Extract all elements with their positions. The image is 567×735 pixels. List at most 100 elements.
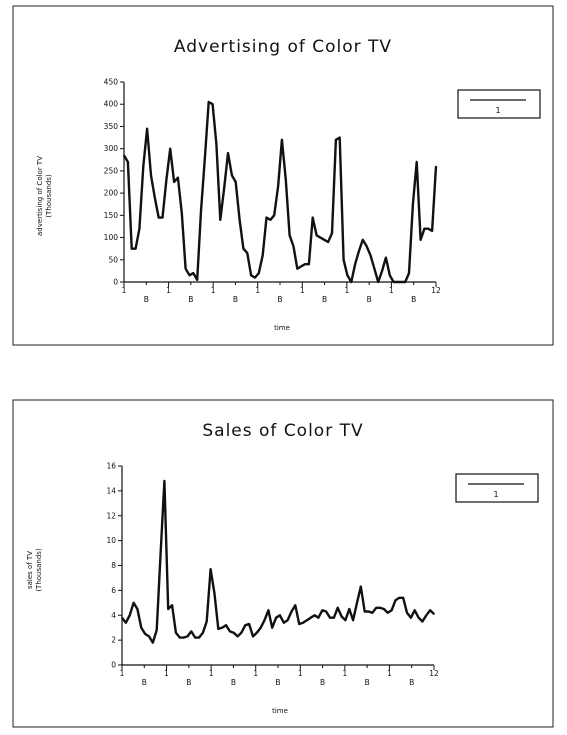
sales-data-point <box>125 621 127 624</box>
sales-data-point <box>205 620 208 623</box>
sales-x-tick-label: B <box>275 678 280 687</box>
sales-y-ticks: 0 2 4 6 8 10 12 14 16 <box>106 462 122 670</box>
advertising-data-point <box>192 272 195 274</box>
advertising-data-point <box>323 239 326 241</box>
sales-data-point <box>128 614 131 617</box>
advertising-x-tick-label: 1 <box>344 286 349 295</box>
sales-data-point <box>413 609 416 612</box>
advertising-y-tick-label: 250 <box>104 166 119 175</box>
sales-x-tick-label: 1 <box>253 669 258 678</box>
sales-data-point <box>259 626 262 629</box>
advertising-data-point <box>385 256 387 259</box>
sales-data-point <box>309 616 312 619</box>
sales-points <box>121 480 435 644</box>
advertising-data-point <box>238 219 241 221</box>
advertising-data-point <box>177 176 179 179</box>
advertising-data-point <box>412 203 414 205</box>
sales-data-point <box>340 615 343 618</box>
advertising-y-tick-label: 350 <box>104 122 119 131</box>
sales-data-point <box>190 630 193 633</box>
sales-x-tick-label: B <box>409 678 414 687</box>
sales-data-point <box>198 636 200 639</box>
sales-legend-label: 1 <box>493 490 498 499</box>
sales-x-axis-title: time <box>272 707 288 715</box>
sales-data-point <box>290 610 293 613</box>
advertising-data-point <box>273 214 276 217</box>
advertising-data-point <box>200 210 202 212</box>
sales-legend: 1 <box>455 473 539 503</box>
sales-data-point <box>121 616 123 619</box>
advertising-data-point <box>277 185 279 188</box>
advertising-data-point <box>142 165 145 168</box>
sales-data-point <box>213 592 216 594</box>
advertising-data-point <box>207 101 210 103</box>
advertising-data-point <box>415 161 418 163</box>
sales-data-point <box>186 635 189 638</box>
sales-chart-frame <box>12 399 554 728</box>
advertising-data-point <box>435 165 437 168</box>
advertising-data-point <box>431 230 433 232</box>
sales-legend-box <box>455 473 539 503</box>
sales-data-point <box>152 641 154 644</box>
sales-data-point <box>348 608 351 610</box>
sales-data-point <box>175 631 177 634</box>
advertising-data-point <box>327 241 329 243</box>
advertising-data-point <box>211 103 214 105</box>
advertising-data-point <box>331 232 333 234</box>
sales-data-point <box>329 616 331 619</box>
advertising-legend-label: 1 <box>495 106 500 115</box>
advertising-x-tick-label: 1 <box>255 286 260 295</box>
advertising-data-point <box>338 136 341 139</box>
advertising-data-point <box>138 227 141 230</box>
sales-data-point <box>136 608 139 610</box>
advertising-data-point <box>127 161 129 163</box>
sales-data-point <box>306 619 308 621</box>
sales-data-point <box>317 616 320 619</box>
sales-x-tick-label: 1 <box>342 669 347 678</box>
sales-data-point <box>429 609 431 612</box>
sales-y-axis-unit: (Thousands) <box>35 548 43 592</box>
advertising-data-point <box>265 216 268 219</box>
advertising-data-point <box>250 274 252 277</box>
sales-data-point <box>182 636 185 639</box>
sales-y-tick-label: 2 <box>111 636 116 645</box>
sales-x-tick-label: 12 <box>429 669 439 678</box>
advertising-y-tick-label: 200 <box>104 189 119 198</box>
sales-data-point <box>375 607 378 609</box>
sales-data-point <box>159 554 162 557</box>
sales-data-point <box>336 607 339 609</box>
advertising-y-axis-unit: (Thousands) <box>45 174 53 218</box>
advertising-legend-box <box>457 89 541 119</box>
advertising-data-point <box>427 227 430 230</box>
sales-data-point <box>387 612 389 614</box>
advertising-y-ticks: 0 50 100 150 200 250 300 350 400 450 <box>104 78 124 287</box>
advertising-data-point <box>261 254 264 257</box>
advertising-data-point <box>362 239 364 241</box>
advertising-data-point <box>358 250 360 252</box>
advertising-y-tick-label: 100 <box>104 233 119 242</box>
advertising-data-point <box>254 276 256 279</box>
sales-data-point <box>425 614 428 617</box>
advertising-x-tick-label: B <box>277 295 282 304</box>
advertising-data-point <box>392 281 395 283</box>
sales-y-tick-label: 6 <box>111 586 116 595</box>
sales-data-point <box>294 604 297 607</box>
sales-data-point <box>410 616 412 619</box>
advertising-chart-frame <box>12 5 554 346</box>
advertising-data-point <box>181 212 183 214</box>
advertising-data-point <box>288 234 291 237</box>
advertising-data-point <box>184 267 187 270</box>
advertising-data-point <box>130 247 133 250</box>
sales-x-tick-label: B <box>231 678 236 687</box>
sales-data-point <box>321 609 324 612</box>
sales-data-point <box>167 608 169 610</box>
sales-data-point <box>356 602 358 604</box>
sales-y-tick-label: 14 <box>106 486 116 495</box>
sales-data-point <box>433 613 435 615</box>
advertising-data-point <box>319 236 322 239</box>
advertising-data-point <box>227 152 229 154</box>
advertising-data-point <box>315 234 318 237</box>
advertising-data-point <box>350 281 353 283</box>
sales-chart-title: Sales of Color TV <box>202 421 363 441</box>
